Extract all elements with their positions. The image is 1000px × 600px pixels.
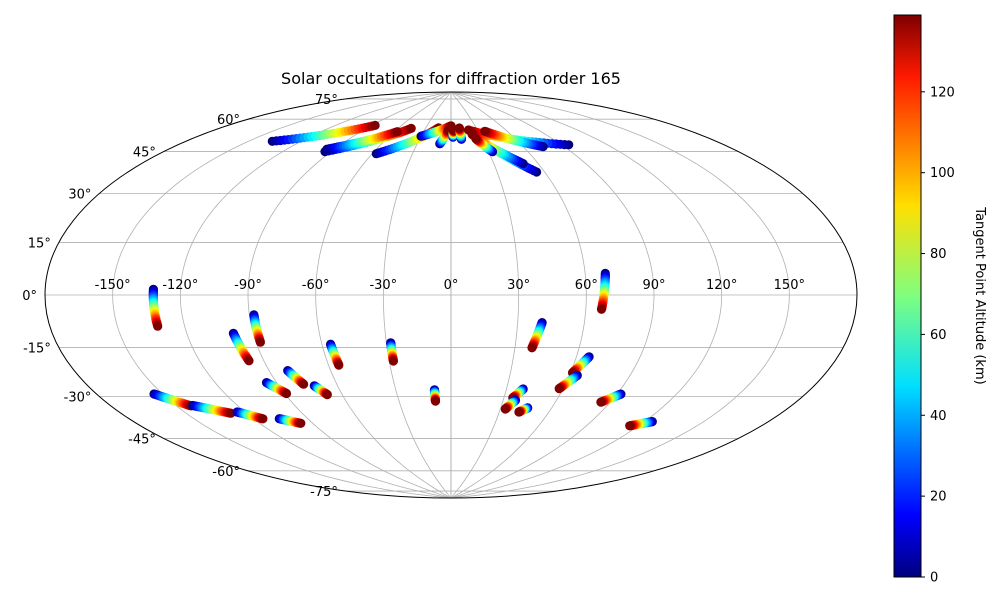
lon-tick-label: -30°	[369, 278, 397, 293]
track-point	[392, 127, 402, 137]
lon-tick-label: -150°	[95, 278, 131, 293]
map-boundary	[44, 91, 858, 499]
track-point	[244, 356, 254, 366]
lat-tick-label: -60°	[212, 465, 240, 480]
track-point	[281, 388, 292, 399]
colorbar: 0 20 40 60 80 100 120 Tangent Point Altitude (…	[893, 14, 987, 586]
track-point	[258, 414, 268, 424]
track-point	[153, 321, 163, 331]
lon-tick-label: -90°	[234, 278, 262, 293]
track-point	[596, 304, 607, 314]
lat-tick-label: 0°	[22, 289, 37, 304]
occultation-track	[228, 328, 254, 366]
track-point	[296, 418, 306, 428]
track-point	[471, 134, 481, 144]
colorbar-gradient	[893, 14, 922, 578]
occultation-track	[554, 370, 582, 394]
occultation-track	[480, 126, 548, 152]
lon-tick-label: -60°	[302, 278, 330, 293]
occultation-track	[471, 134, 498, 157]
occultation-track	[500, 395, 521, 414]
track-point	[430, 396, 441, 406]
occultation-track	[527, 318, 547, 353]
lat-tick-label: -45°	[128, 433, 156, 448]
colorbar-ticks: 0 20 40 60 80 100 120	[921, 85, 955, 586]
axis-tick-labels: -150° -120° -90° -60° -30° 0° 30° 60° 90° 120° 150…	[22, 93, 805, 500]
occultation-track	[261, 378, 292, 399]
colorbar-tick-label: 80	[930, 247, 947, 262]
occultation-track	[232, 407, 268, 424]
lon-tick-label: 0°	[444, 278, 459, 293]
track-point	[554, 384, 564, 394]
track-point	[334, 360, 344, 370]
colorbar-tick-label: 100	[930, 166, 955, 181]
lat-tick-label: 15°	[28, 236, 51, 251]
occultation-track	[322, 127, 402, 154]
lon-tick-label: 90°	[642, 278, 665, 293]
track-point	[625, 421, 635, 431]
map-grid	[45, 92, 857, 498]
track-point	[514, 407, 524, 417]
occultation-track	[386, 338, 398, 366]
colorbar-tick-label: 0	[930, 571, 938, 586]
lat-tick-label: 45°	[133, 145, 156, 160]
lat-tick-label: 30°	[68, 188, 91, 203]
lat-tick-label: -15°	[23, 342, 51, 357]
occultation-tracks	[148, 120, 657, 431]
occultation-track	[596, 389, 626, 407]
colorbar-tick-label: 120	[930, 85, 955, 100]
occultation-track	[188, 400, 236, 418]
occultation-track	[267, 120, 380, 146]
occultation-track	[326, 339, 344, 370]
occultation-track	[514, 403, 533, 417]
colorbar-tick-label: 40	[930, 409, 947, 424]
occultation-track	[596, 268, 610, 314]
lat-tick-label: 60°	[217, 113, 240, 128]
track-point	[480, 126, 490, 136]
lat-tick-label: -30°	[64, 391, 92, 406]
occultation-track	[283, 366, 309, 389]
occultation-track	[435, 125, 453, 149]
track-point	[500, 404, 510, 414]
lat-tick-label: -75°	[310, 485, 338, 500]
track-point	[454, 123, 464, 133]
track-point	[406, 123, 416, 133]
occultation-track	[625, 417, 657, 431]
track-point	[527, 343, 537, 353]
lon-tick-label: 120°	[706, 278, 737, 293]
lon-tick-label: 150°	[774, 278, 805, 293]
track-point	[255, 337, 265, 347]
occultation-track	[309, 381, 332, 400]
lon-tick-label: 60°	[575, 278, 598, 293]
track-point	[322, 390, 332, 400]
chart-title: Solar occultations for diffraction order…	[281, 69, 621, 88]
colorbar-label: Tangent Point Altitude (km)	[972, 206, 987, 384]
occultation-track	[148, 284, 163, 331]
colorbar-tick-label: 60	[930, 328, 947, 343]
lon-tick-label: 30°	[507, 278, 530, 293]
track-point	[299, 379, 309, 389]
track-point	[370, 120, 380, 130]
lon-tick-label: -120°	[162, 278, 198, 293]
colorbar-tick-label: 20	[930, 490, 947, 505]
lat-tick-label: 75°	[315, 93, 338, 108]
occultation-track	[249, 310, 265, 347]
track-point	[388, 356, 398, 366]
track-point	[596, 397, 606, 407]
occultation-track	[429, 385, 441, 406]
occultation-track	[454, 123, 466, 144]
occultation-track	[274, 414, 306, 428]
